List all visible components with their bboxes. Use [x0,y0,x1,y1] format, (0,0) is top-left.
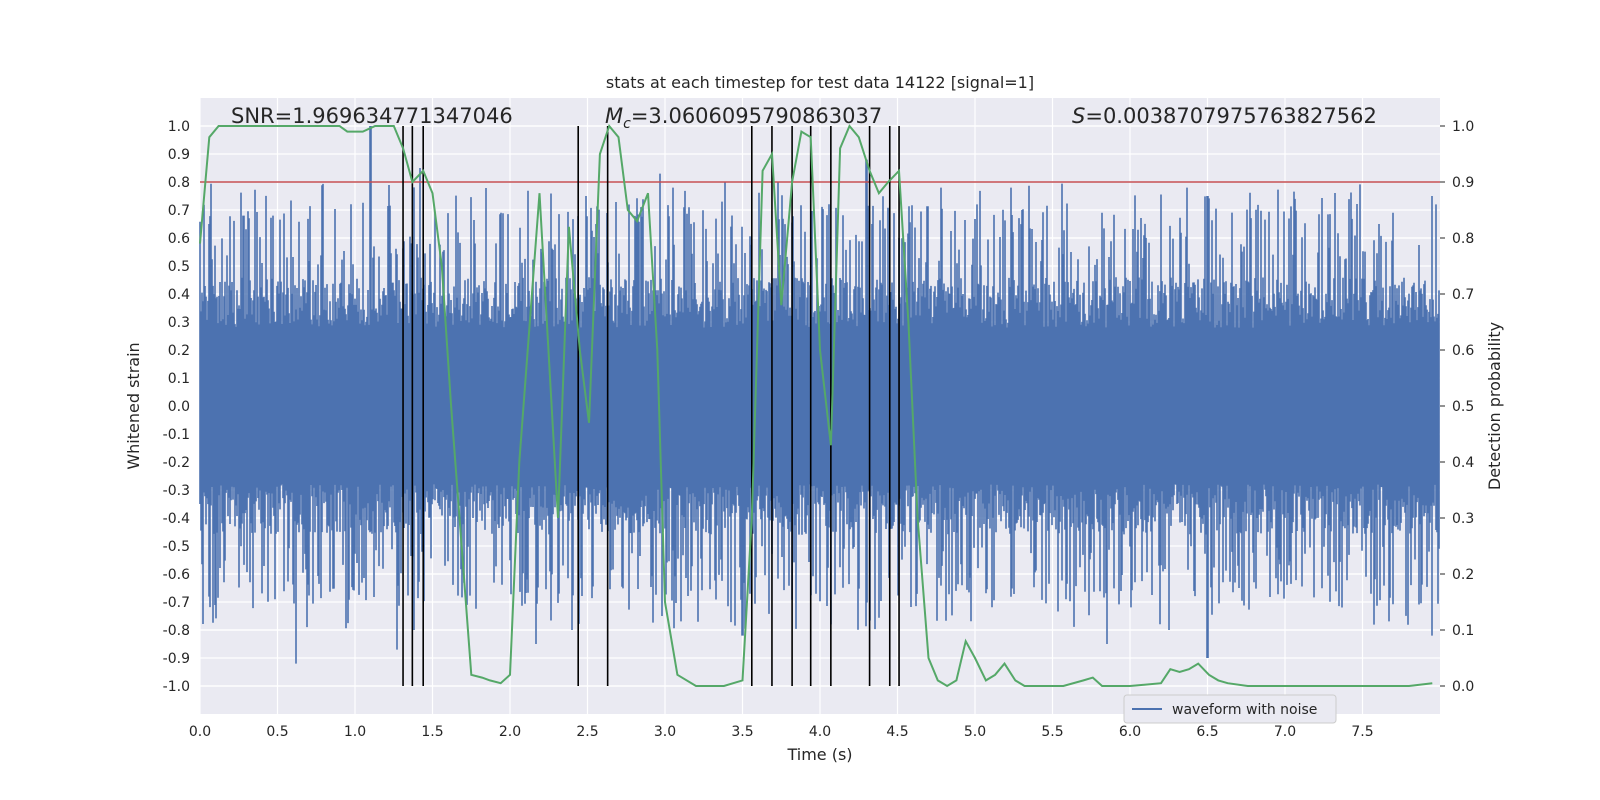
y-left-tick-label: 0.7 [168,203,190,219]
y-left-axis-ticks: -1.0 -0.9 -0.8 -0.7 -0.6 -0.5 -0.4 -0.3 -0.2 -0.1… [163,119,190,695]
x-tick-label: 1.5 [421,724,443,740]
y-left-tick-label: 0.3 [168,315,190,331]
legend-label: waveform with noise [1172,702,1317,718]
legend: waveform with noise [1123,694,1337,724]
x-tick-label: 0.5 [266,724,288,740]
y-left-tick-label: -0.8 [163,623,190,639]
y-left-tick-label: -0.6 [163,567,190,583]
y-left-tick-label: -0.4 [163,511,190,527]
y-right-tick-label: 0.4 [1452,455,1474,471]
y-right-tick-label: 0.9 [1452,175,1474,191]
y-right-tick-label: 0.5 [1452,399,1474,415]
x-axis-title: Time (s) [786,745,852,764]
detection-markers [402,126,900,686]
y-right-axis-title: Detection probability [1485,322,1504,490]
y-left-tick-label: 0.2 [168,343,190,359]
y-left-tick-label: 0.9 [168,147,190,163]
y-right-tick-label: 0.7 [1452,287,1474,303]
y-left-tick-label: -0.3 [163,483,190,499]
y-right-tick-label: 0.0 [1452,679,1474,695]
x-tick-label: 3.5 [731,724,753,740]
legend-box [1123,694,1337,724]
y-left-tick-label: -1.0 [163,679,190,695]
y-left-tick-label: 0.4 [168,287,190,303]
y-right-tick-label: 0.2 [1452,567,1474,583]
snr-annotation: SNR=1.969634771347046 [231,104,513,128]
y-left-tick-label: -0.9 [163,651,190,667]
x-tick-label: 4.5 [886,724,908,740]
y-right-tick-label: 0.6 [1452,343,1474,359]
y-left-tick-label: -0.1 [163,427,190,443]
y-left-tick-label: 0.6 [168,231,190,247]
y-left-tick-label: 0.1 [168,371,190,387]
y-left-axis-title: Whitened strain [124,342,143,469]
x-tick-label: 6.0 [1119,724,1141,740]
y-left-tick-label: -0.2 [163,455,190,471]
x-tick-label: 7.5 [1351,724,1373,740]
x-tick-label: 2.0 [499,724,521,740]
y-left-tick-label: 0.5 [168,259,190,275]
y-right-tick-label: 0.1 [1452,623,1474,639]
y-right-tick-label: 1.0 [1452,119,1474,135]
y-right-axis-ticks: 0.0 0.1 0.2 0.3 0.4 0.5 0.6 0.7 0.8 0.9 1.0 [1440,119,1474,695]
y-left-tick-label: 1.0 [168,119,190,135]
x-tick-label: 0.0 [189,724,211,740]
y-left-tick-label: 0.0 [168,399,190,415]
probability-line [199,123,1433,688]
y-right-tick-label: 0.8 [1452,231,1474,247]
y-left-tick-label: 0.8 [168,175,190,191]
chart-title: stats at each timestep for test data 141… [606,73,1034,92]
y-left-tick-label: -0.7 [163,595,190,611]
chirp-mass-annotation: Mc=3.0606095790863037 [605,104,882,132]
x-tick-label: 1.0 [344,724,366,740]
y-left-tick-label: -0.5 [163,539,190,555]
x-tick-label: 2.5 [576,724,598,740]
x-tick-label: 4.0 [809,724,831,740]
detection-probability-series [199,123,1433,688]
x-tick-label: 6.5 [1196,724,1218,740]
x-tick-label: 5.0 [964,724,986,740]
x-tick-label: 7.0 [1274,724,1296,740]
x-tick-label: 3.0 [654,724,676,740]
y-right-tick-label: 0.3 [1452,511,1474,527]
x-axis-ticks: 0.0 0.5 1.0 1.5 2.0 2.5 3.0 3.5 4.0 4.5 5.0 5.5 6.0 6… [189,724,1374,740]
s-annotation: S=0.003870797576382756​2 [1072,104,1377,128]
x-tick-label: 5.5 [1041,724,1063,740]
